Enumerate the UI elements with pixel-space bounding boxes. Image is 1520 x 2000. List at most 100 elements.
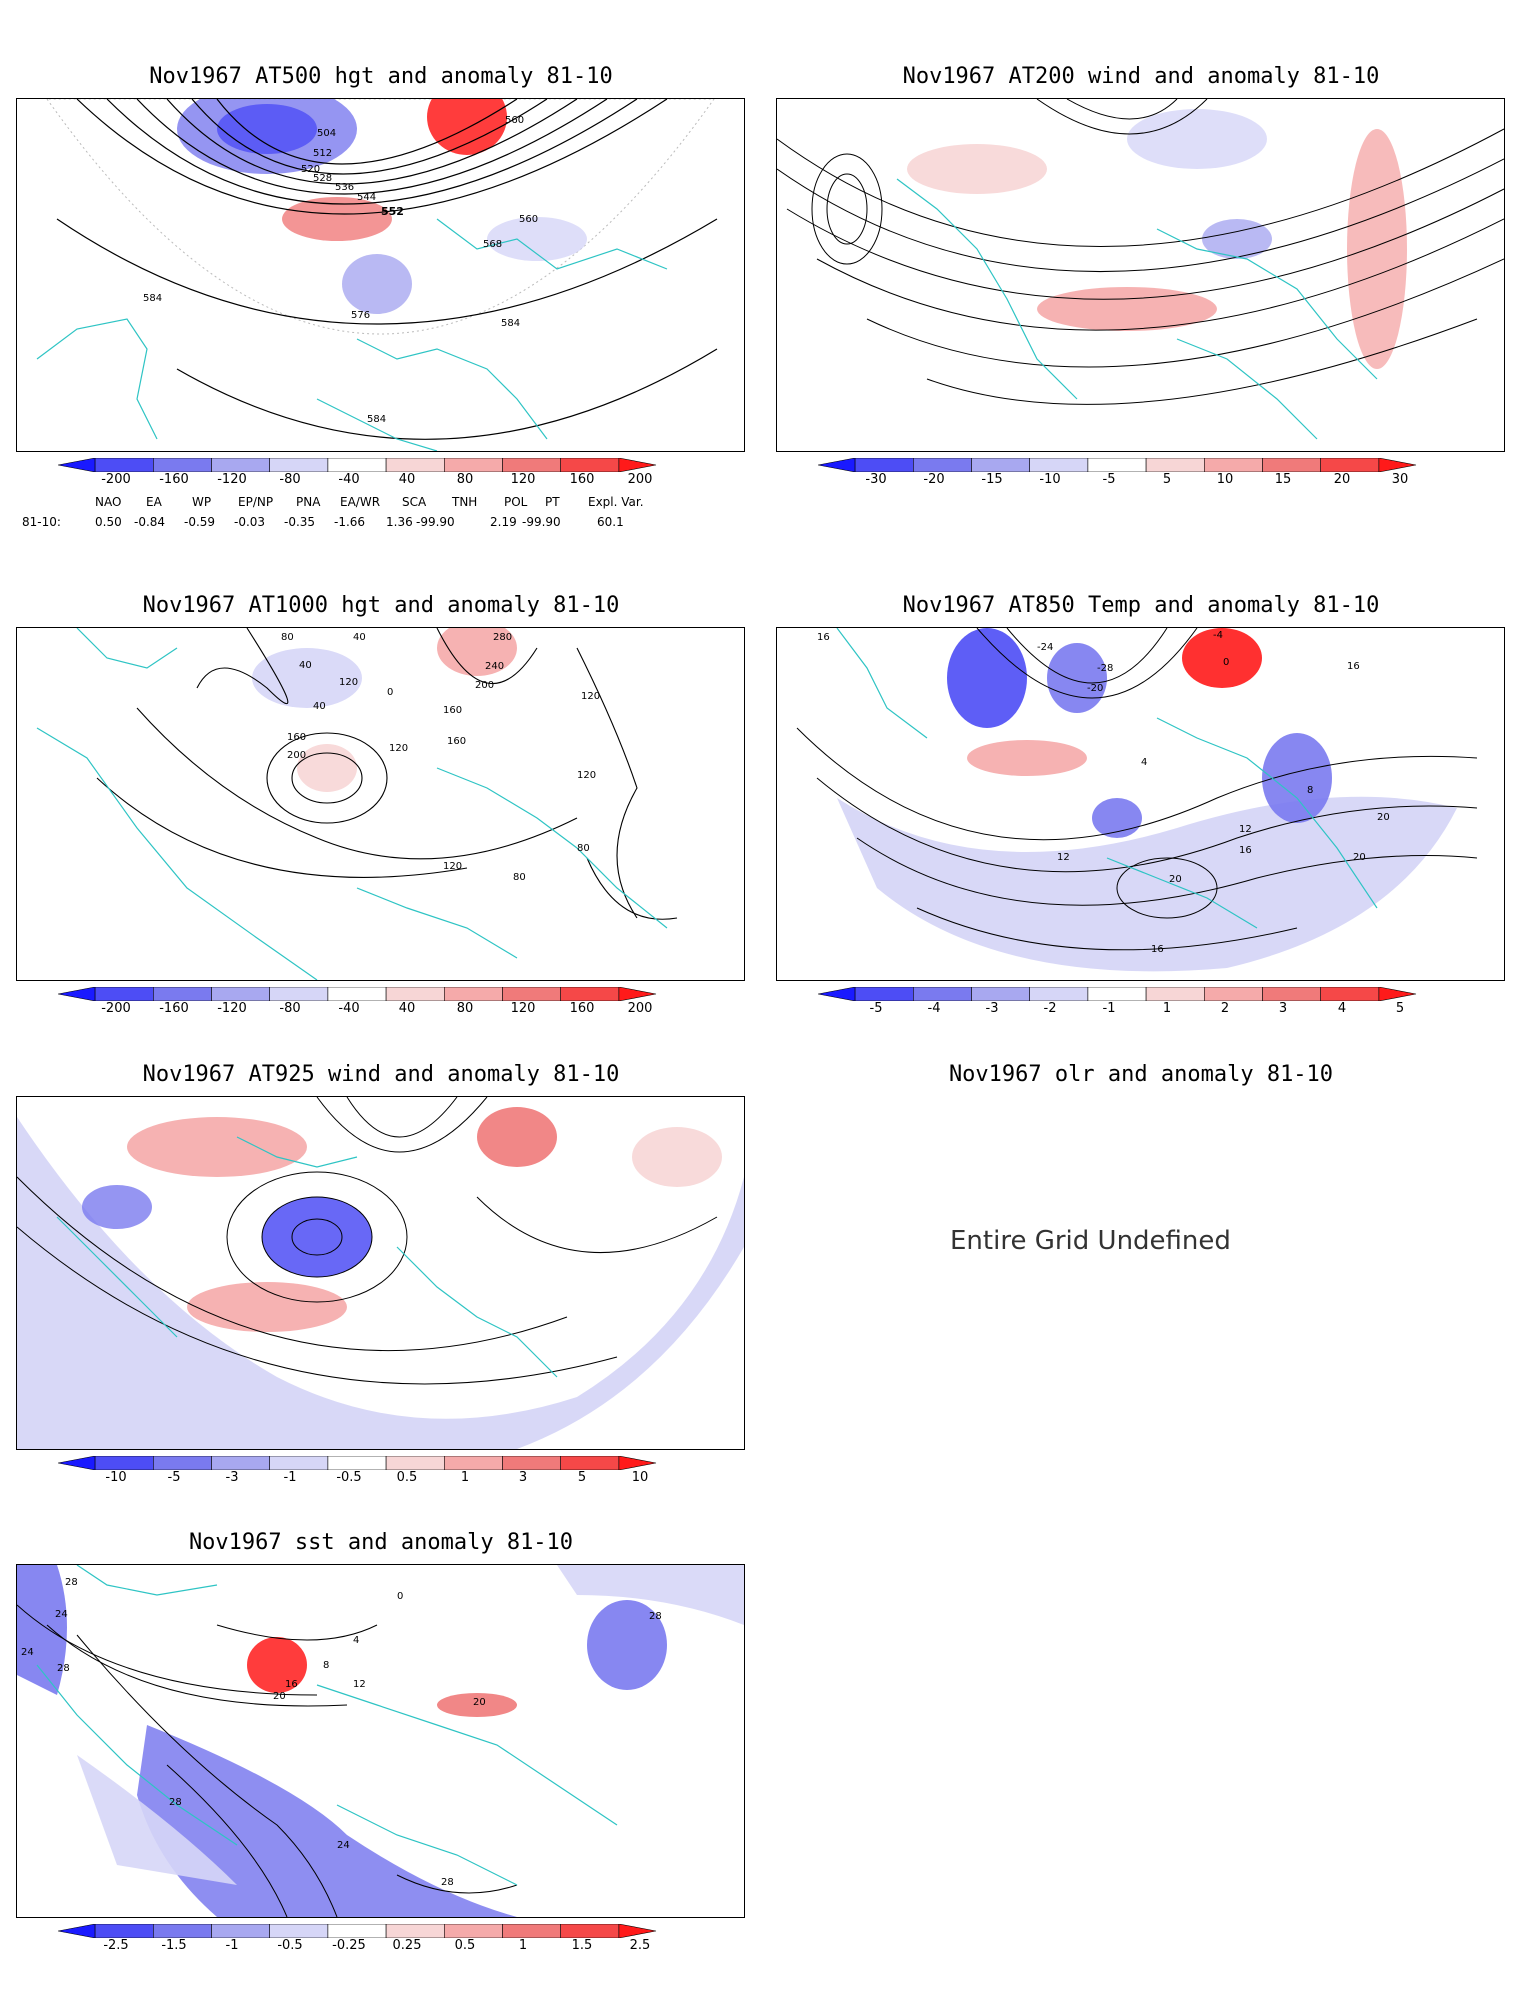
colorbar-swatch xyxy=(618,458,657,472)
anomaly-blob xyxy=(17,1117,744,1449)
coastlines xyxy=(36,218,668,451)
contour-label: 120 xyxy=(339,677,358,688)
contour-label: 560 xyxy=(505,115,524,126)
map-sst: 28 24 24 28 16 20 12 8 4 0 20 28 24 28 2… xyxy=(16,1564,745,1918)
anomaly-blob xyxy=(262,1197,372,1277)
contour-label: 200 xyxy=(475,680,494,691)
contour-label: 8 xyxy=(323,1660,329,1671)
colorbar-label: -120 xyxy=(217,472,247,487)
colorbar-label: 5 xyxy=(1395,1001,1405,1016)
colorbar-swatch xyxy=(818,987,856,1001)
map-500hgt: 504 512 520 528 536 544 552 560 568 576 … xyxy=(16,98,745,452)
colorbar-label: -160 xyxy=(159,472,189,487)
contour-label: 20 xyxy=(1353,852,1366,863)
anomaly-blob xyxy=(1037,287,1217,331)
contour-label: 120 xyxy=(577,770,596,781)
contour-label: 4 xyxy=(353,1635,359,1646)
anomaly-blob xyxy=(1347,129,1407,369)
colorbar-1000hgt: -200 -160 -120 -80 -40 40 80 120 160 200 xyxy=(58,987,698,1023)
index-header: PT xyxy=(545,495,560,509)
contour-label: 504 xyxy=(317,128,336,139)
panel-title-850temp: Nov1967 AT850 Temp and anomaly 81-10 xyxy=(902,593,1380,618)
anomaly-blob xyxy=(437,1693,517,1717)
colorbar-swatch xyxy=(94,458,154,472)
colorbar-swatch xyxy=(327,987,387,1001)
anomaly-blob xyxy=(632,1127,722,1187)
anomaly-blob xyxy=(1262,733,1332,823)
colorbar-swatch xyxy=(327,458,387,472)
contour-label: 20 xyxy=(1169,874,1182,885)
colorbar-swatch xyxy=(385,458,445,472)
colorbar-swatch xyxy=(269,987,329,1001)
coastlines xyxy=(56,1136,558,1378)
index-value: -0.35 xyxy=(284,515,316,529)
index-header: WP xyxy=(192,495,212,509)
colorbar-swatch xyxy=(1145,987,1205,1001)
anomaly-blob xyxy=(342,254,412,314)
map-925wind-svg xyxy=(17,1097,744,1449)
contour-label: 536 xyxy=(335,182,354,193)
panel-title-1000hgt: Nov1967 AT1000 hgt and anomaly 81-10 xyxy=(142,593,620,618)
contour-label: 24 xyxy=(55,1609,68,1620)
contour-label: 40 xyxy=(353,632,366,643)
contour-label: 28 xyxy=(169,1797,182,1808)
contour-label: 40 xyxy=(299,660,312,671)
anomaly-blob xyxy=(947,628,1027,728)
anomaly-blob xyxy=(297,744,357,792)
colorbar-label: -5 xyxy=(1102,472,1116,487)
map-850temp: 16 -24 -28 -20 -4 0 16 8 4 12 12 16 20 2… xyxy=(776,627,1505,981)
contour-label: 28 xyxy=(57,1663,70,1674)
contour-label: 528 xyxy=(313,173,332,184)
colorbar-swatch xyxy=(854,458,914,472)
colorbar-swatch xyxy=(443,1456,503,1470)
anomaly-blob xyxy=(82,1185,152,1229)
colorbar-label: 40 xyxy=(398,472,416,487)
colorbar-label: -80 xyxy=(279,472,301,487)
colorbar-swatch xyxy=(560,1456,620,1470)
colorbar-label: -1 xyxy=(225,1938,239,1953)
colorbar-labels: -5 -4 -3 -2 -1 1 2 3 4 5 xyxy=(818,1001,1458,1019)
contour-label: 12 xyxy=(353,1679,366,1690)
contour-label: 4 xyxy=(1141,757,1147,768)
contour-label: 20 xyxy=(1377,812,1390,823)
contour-label: -28 xyxy=(1097,663,1113,674)
panel-title-500hgt: Nov1967 AT500 hgt and anomaly 81-10 xyxy=(149,64,613,89)
contour-label: -20 xyxy=(1087,683,1103,694)
map-1000hgt: 80 40 40 120 40 0 280 240 200 160 160 12… xyxy=(16,627,745,981)
contour-label: -24 xyxy=(1037,642,1053,653)
colorbar-swatch xyxy=(385,1456,445,1470)
colorbar-label: -2 xyxy=(1043,1001,1057,1016)
colorbar-label: -1 xyxy=(283,1470,297,1485)
index-value: -0.59 xyxy=(184,515,216,529)
colorbar-label: -1.5 xyxy=(161,1938,187,1953)
contour-label: 20 xyxy=(273,1691,286,1702)
colorbar-label: -2.5 xyxy=(103,1938,129,1953)
colorbar-label: -0.5 xyxy=(277,1938,303,1953)
colorbar-swatch xyxy=(818,458,856,472)
colorbar-label: 1 xyxy=(460,1470,470,1485)
contour-label: 12 xyxy=(1057,852,1070,863)
colorbar-swatch xyxy=(913,987,972,1001)
colorbar-labels: -30 -20 -15 -10 -5 5 10 15 20 30 xyxy=(818,472,1458,490)
map-200wind-svg xyxy=(777,99,1504,440)
colorbar-925wind: -10 -5 -3 -1 -0.5 0.5 1 3 5 10 xyxy=(58,1456,698,1492)
index-value: 0.50 xyxy=(95,515,122,529)
colorbar-label: -160 xyxy=(159,1001,189,1016)
colorbar-swatch xyxy=(1320,987,1380,1001)
colorbar-swatch xyxy=(1145,458,1205,472)
anomaly-blob xyxy=(1182,628,1262,688)
colorbar-swatch xyxy=(94,1456,154,1470)
contour-label: 160 xyxy=(287,732,306,743)
anomaly-blob xyxy=(427,99,507,155)
colorbar-swatch xyxy=(58,458,96,472)
anomaly-blob xyxy=(587,1600,667,1690)
colorbar-label: 10 xyxy=(1216,472,1234,487)
coastlines xyxy=(36,1565,618,1886)
map-925wind xyxy=(16,1096,745,1450)
contour-label: 576 xyxy=(351,310,370,321)
colorbar-label: 2.5 xyxy=(629,1938,651,1953)
colorbar-label: -3 xyxy=(985,1001,999,1016)
colorbar-swatch xyxy=(1029,987,1089,1001)
index-row-label: 81-10: xyxy=(22,515,61,529)
colorbar-label: -10 xyxy=(1039,472,1061,487)
